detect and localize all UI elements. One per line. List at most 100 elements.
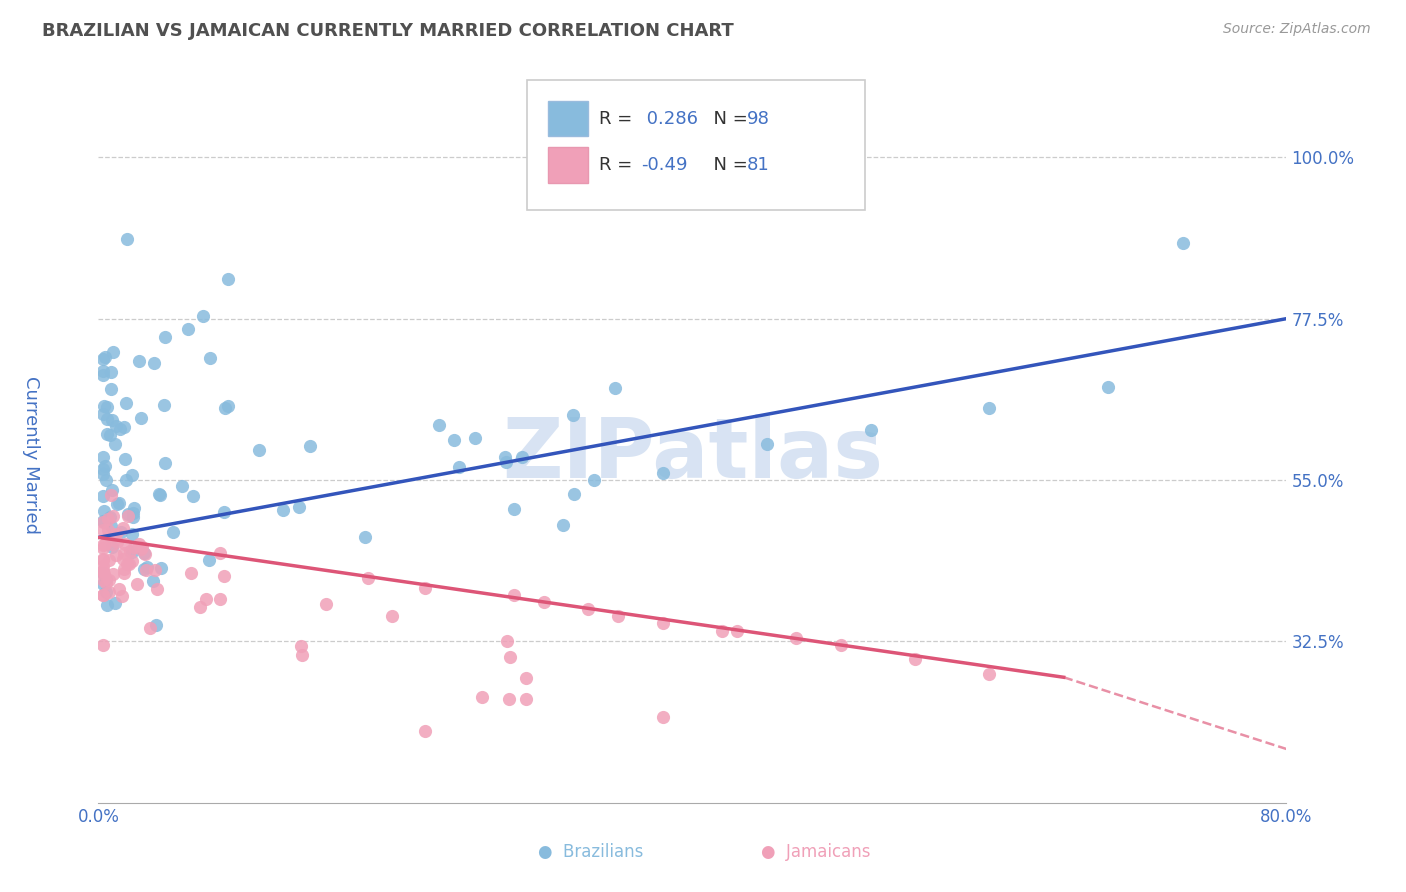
- Point: [94, 572, 117, 586]
- Point: [91, 538, 114, 552]
- Point: [471, 690, 494, 704]
- Text: N =: N =: [702, 156, 754, 174]
- Point: [651, 710, 673, 724]
- Point: [131, 540, 153, 554]
- Point: [711, 624, 734, 638]
- Text: N =: N =: [702, 110, 754, 128]
- Point: [122, 500, 145, 515]
- Point: [91, 351, 114, 366]
- Point: [142, 356, 165, 370]
- Point: [607, 609, 630, 624]
- Text: R =: R =: [599, 110, 638, 128]
- Point: [128, 537, 150, 551]
- Point: [108, 422, 131, 436]
- Point: [91, 588, 114, 602]
- Point: [495, 634, 517, 648]
- Point: [176, 322, 198, 336]
- Point: [129, 542, 152, 557]
- Point: [96, 400, 118, 414]
- Point: [100, 365, 122, 379]
- Point: [96, 576, 118, 591]
- Point: [830, 638, 852, 652]
- Point: [145, 618, 167, 632]
- Point: [288, 500, 311, 515]
- Point: [98, 510, 121, 524]
- Point: [651, 616, 673, 631]
- Point: [93, 515, 115, 529]
- Point: [198, 553, 221, 567]
- Point: [515, 692, 537, 706]
- Point: [499, 650, 522, 665]
- Point: [464, 431, 486, 445]
- Point: [979, 401, 1001, 416]
- Point: [111, 590, 134, 604]
- Point: [561, 408, 583, 422]
- Point: [118, 558, 141, 572]
- Point: [413, 724, 436, 739]
- Point: [98, 428, 121, 442]
- Text: BRAZILIAN VS JAMAICAN CURRENTLY MARRIED CORRELATION CHART: BRAZILIAN VS JAMAICAN CURRENTLY MARRIED …: [42, 22, 734, 40]
- Point: [93, 537, 115, 551]
- Text: -0.49: -0.49: [641, 156, 688, 174]
- Point: [603, 381, 626, 395]
- Point: [562, 487, 585, 501]
- Point: [112, 420, 135, 434]
- Point: [101, 483, 124, 497]
- Point: [129, 410, 152, 425]
- Point: [104, 437, 127, 451]
- Point: [979, 666, 1001, 681]
- Point: [104, 418, 127, 433]
- Point: [209, 591, 232, 606]
- Point: [101, 344, 124, 359]
- Point: [139, 621, 162, 635]
- Point: [498, 691, 520, 706]
- Point: [104, 527, 127, 541]
- Point: [91, 407, 114, 421]
- Point: [105, 497, 128, 511]
- Point: [101, 540, 124, 554]
- Point: [217, 399, 239, 413]
- Point: [290, 639, 312, 653]
- Point: [146, 582, 169, 596]
- Point: [91, 462, 114, 476]
- Point: [904, 652, 927, 666]
- Point: [96, 426, 118, 441]
- Point: [91, 552, 114, 566]
- Point: [214, 569, 236, 583]
- Point: [94, 458, 117, 473]
- Point: [110, 524, 132, 539]
- Point: [162, 524, 184, 539]
- Point: [91, 573, 114, 587]
- Point: [134, 562, 156, 576]
- Point: [108, 582, 131, 596]
- Text: 81: 81: [747, 156, 769, 174]
- Point: [150, 561, 173, 575]
- Point: [212, 505, 235, 519]
- Point: [353, 530, 375, 544]
- Point: [122, 509, 145, 524]
- Point: [155, 329, 177, 343]
- Point: [503, 501, 526, 516]
- Point: [510, 450, 533, 464]
- Point: [413, 581, 436, 595]
- Point: [315, 597, 337, 611]
- Point: [91, 552, 114, 566]
- Point: [91, 587, 114, 601]
- Point: [127, 576, 149, 591]
- Point: [101, 567, 124, 582]
- Point: [121, 506, 143, 520]
- Point: [247, 442, 270, 457]
- Point: [91, 364, 114, 378]
- Point: [785, 631, 807, 645]
- Point: [108, 496, 131, 510]
- Point: [91, 559, 114, 574]
- Point: [120, 543, 142, 558]
- Point: [105, 548, 128, 562]
- Point: [97, 553, 120, 567]
- Point: [149, 488, 172, 502]
- Point: [93, 566, 115, 581]
- Point: [356, 571, 378, 585]
- Point: [112, 562, 135, 576]
- Point: [91, 467, 114, 482]
- Point: [142, 574, 165, 589]
